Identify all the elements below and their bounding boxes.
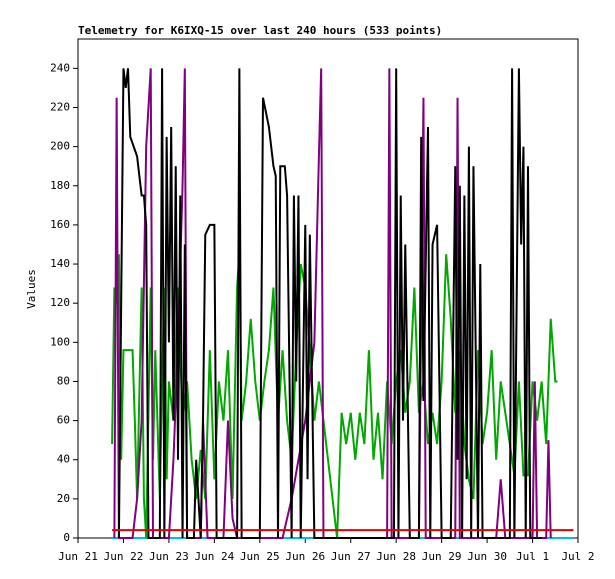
y-tick-label: 240 [50,61,70,74]
chart-title: Telemetry for K6IXQ-15 over last 240 hou… [78,24,442,37]
y-tick-label: 140 [50,257,70,270]
y-tick-label: 120 [50,296,70,309]
y-tick-label: 60 [57,414,70,427]
x-tick-label: Jun 28 [376,550,416,563]
x-tick-label: Jul 2 [561,550,594,563]
x-tick-label: Jun 22 [104,550,144,563]
x-tick-label: Jun 29 [422,550,462,563]
y-tick-label: 220 [50,100,70,113]
x-tick-label: Jun 23 [149,550,189,563]
x-tick-label: Jun 30 [467,550,507,563]
y-tick-label: 160 [50,218,70,231]
x-tick-label: Jun 26 [285,550,325,563]
x-tick-label: Jun 21 [58,550,98,563]
y-tick-label: 100 [50,335,70,348]
y-tick-label: 0 [63,531,70,544]
y-axis-label: Values [25,269,38,309]
series-line [117,68,542,539]
y-tick-label: 80 [57,374,70,387]
y-tick-label: 180 [50,179,70,192]
y-tick-label: 200 [50,140,70,153]
x-tick-label: Jul 1 [516,550,549,563]
x-tick-label: Jun 27 [331,550,371,563]
x-tick-label: Jun 24 [194,550,234,563]
y-tick-label: 40 [57,453,70,466]
series-line [113,68,552,539]
y-tick-label: 20 [57,492,70,505]
x-tick-label: Jun 25 [240,550,280,563]
